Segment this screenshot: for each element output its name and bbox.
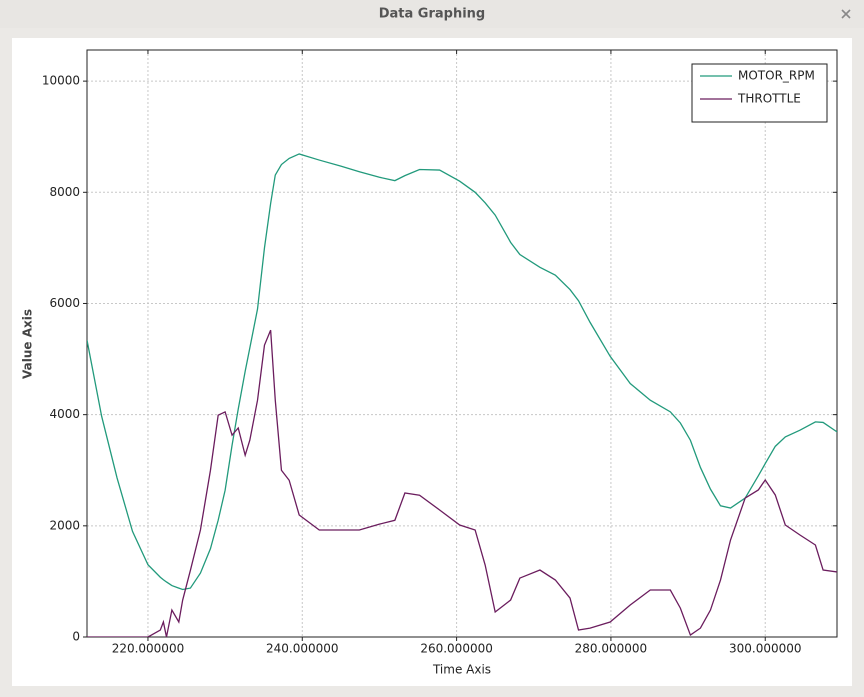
close-button[interactable] xyxy=(841,9,851,19)
legend-label: THROTTLE xyxy=(737,92,801,106)
plot-background xyxy=(12,38,852,686)
legend-box xyxy=(691,63,828,123)
y-tick-label: 10000 xyxy=(42,74,80,88)
legend-label: MOTOR_RPM xyxy=(738,69,815,83)
x-axis-label: Time Axis xyxy=(432,663,491,677)
window-title: Data Graphing xyxy=(379,7,486,22)
y-tick-label: 6000 xyxy=(49,296,80,310)
y-tick-label: 8000 xyxy=(49,185,80,199)
y-tick-label: 2000 xyxy=(49,518,80,532)
y-axis-label: Value Axis xyxy=(21,309,35,379)
x-tick-label: 260.000000 xyxy=(420,642,493,656)
x-tick-label: 280.000000 xyxy=(575,642,648,656)
x-tick-label: 240.000000 xyxy=(266,642,339,656)
x-tick-label: 300.000000 xyxy=(729,642,802,656)
data-line xyxy=(87,153,837,591)
x-tick-label: 220.000000 xyxy=(112,642,185,656)
data-line xyxy=(87,329,837,637)
y-tick-label: 0 xyxy=(72,630,80,644)
y-tick-label: 4000 xyxy=(49,407,80,421)
title-bar xyxy=(0,0,864,28)
